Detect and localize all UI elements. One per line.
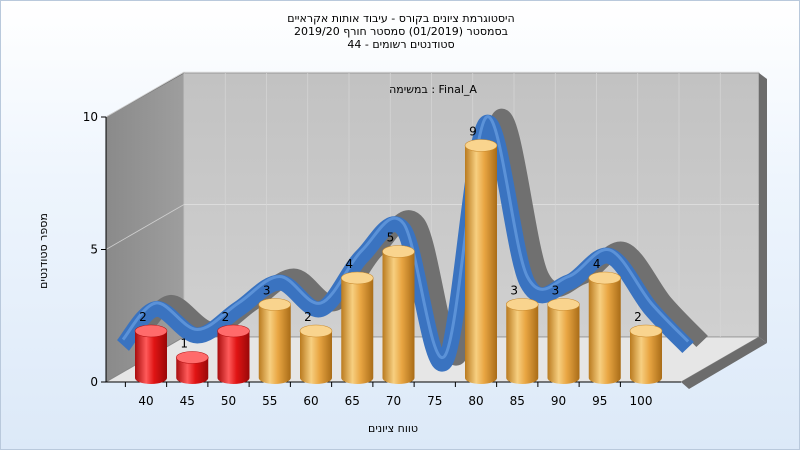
bar-cap <box>382 245 415 258</box>
chart-back-wall-shadow <box>759 73 767 343</box>
x-tick-label: 65 <box>345 394 360 408</box>
bar-cap <box>299 324 333 338</box>
bar-body <box>506 304 539 384</box>
trend-curve <box>116 108 708 372</box>
gridline-left-10 <box>105 71 185 118</box>
x-tick-label: 95 <box>592 394 607 408</box>
data-label-100: 2 <box>634 310 642 324</box>
bar-100 <box>629 324 663 384</box>
x-tick-label: 70 <box>386 394 401 408</box>
x-tick-label: 55 <box>262 394 277 408</box>
x-tick-label: 90 <box>551 394 566 408</box>
bar-55 <box>258 298 292 384</box>
x-tick-label: 40 <box>138 394 153 408</box>
data-label-60: 2 <box>304 310 312 324</box>
bar-cap <box>547 298 580 311</box>
bar-cap <box>340 271 374 285</box>
bar-body <box>588 278 621 384</box>
bar-60 <box>299 324 333 384</box>
bar-cap <box>588 271 622 285</box>
data-label-55: 3 <box>263 284 271 298</box>
data-label-90: 3 <box>552 284 560 298</box>
bar-body <box>630 331 662 384</box>
bar-90 <box>547 298 580 384</box>
y-axis-title: מספר סטודנטים <box>37 213 50 289</box>
bar-body <box>258 304 291 384</box>
bar-cap <box>258 298 292 311</box>
bar-body <box>465 145 497 384</box>
bar-cap <box>505 298 539 311</box>
x-axis: 40 45 50 55 60 65 70 75 80 85 90 95 100 <box>106 381 681 408</box>
bar-85 <box>505 298 539 384</box>
bar-cap <box>629 324 663 338</box>
gridline-left-5 <box>105 204 185 250</box>
data-label-45: 1 <box>180 337 188 351</box>
bar-cap <box>464 139 498 152</box>
x-tick-label: 75 <box>427 394 442 408</box>
data-label-65: 4 <box>345 257 353 271</box>
trend-curve-front <box>116 114 694 372</box>
bar-40 <box>134 324 168 384</box>
data-label-95: 4 <box>593 257 601 271</box>
chart-floor-shadow <box>681 337 767 389</box>
bar-body <box>176 357 209 384</box>
bar-body <box>135 331 167 384</box>
bar-body <box>217 331 250 384</box>
bar-body <box>300 331 332 384</box>
chart-annotation: במשימה : Final_A <box>389 83 477 96</box>
y-tick-label: 5 <box>90 243 98 257</box>
bar-50 <box>217 324 250 384</box>
chart-title-line-1: היסטוגרמת ציונים בקורס - עיבוד אותות אקר… <box>287 12 515 25</box>
data-label-85: 3 <box>510 284 518 298</box>
trend-curve-highlight <box>121 115 690 360</box>
x-tick-label: 80 <box>468 394 483 408</box>
bar-65 <box>340 271 374 384</box>
data-label-70: 5 <box>387 231 395 245</box>
x-tick-label: 100 <box>630 394 653 408</box>
chart-title-line-2: בסמסטר (01/2019) סמסטר חורף 2019/20 <box>294 25 508 38</box>
bar-cap <box>175 351 209 364</box>
x-axis-title: טווח ציונים <box>368 422 418 435</box>
bar-body <box>382 251 415 384</box>
data-label-40: 2 <box>139 310 147 324</box>
x-tick-label: 45 <box>180 394 195 408</box>
data-label-80: 9 <box>469 125 477 139</box>
data-labels: 2 1 2 3 2 4 5 9 3 3 4 2 <box>139 125 642 351</box>
bar-body <box>341 278 374 384</box>
x-tick-label: 50 <box>221 394 236 408</box>
chart-title-line-3: סטודנטים רשומים - 44 <box>347 38 455 51</box>
data-label-50: 2 <box>222 310 230 324</box>
bar-80 <box>464 139 498 384</box>
bar-45 <box>175 351 209 384</box>
x-tick-label: 85 <box>510 394 525 408</box>
bars <box>134 139 663 384</box>
y-tick-label: 10 <box>83 110 98 124</box>
bar-95 <box>588 271 622 384</box>
bar-cap <box>134 324 168 338</box>
y-tick-label: 0 <box>90 375 98 389</box>
bar-70 <box>382 245 415 384</box>
x-tick-label: 60 <box>303 394 318 408</box>
y-axis: 0 5 10 <box>83 110 107 389</box>
bar-body <box>547 304 580 384</box>
bar-cap <box>217 324 250 338</box>
